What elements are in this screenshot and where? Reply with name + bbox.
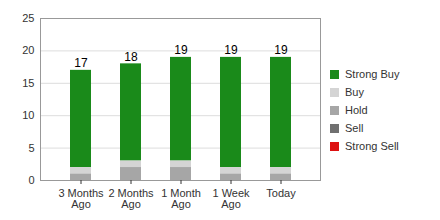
svg-text:17: 17 <box>74 56 88 70</box>
html-text:Strong Sell: Strong Sell <box>345 140 399 152</box>
svg-text:2 MonthsAgo: 2 MonthsAgo <box>108 187 154 210</box>
svg-text:18: 18 <box>124 50 138 64</box>
svg-text:1 WeekAgo: 1 WeekAgo <box>212 187 250 210</box>
html-text:Strong Buy: Strong Buy <box>345 68 400 80</box>
svg-text:10: 10 <box>22 109 34 121</box>
svg-text:19: 19 <box>174 43 188 57</box>
svg-text:15: 15 <box>22 77 34 89</box>
html-text:Sell: Sell <box>345 122 364 134</box>
svg-text:3 MonthsAgo: 3 MonthsAgo <box>58 187 104 210</box>
svg-text:5: 5 <box>28 142 34 154</box>
svg-text:1 MonthAgo: 1 MonthAgo <box>161 187 201 210</box>
svg-text:19: 19 <box>224 43 238 57</box>
svg-text:Today: Today <box>266 187 296 199</box>
svg-text:19: 19 <box>274 43 288 57</box>
html-text:Hold: Hold <box>345 104 368 116</box>
svg-text:25: 25 <box>22 12 34 24</box>
html-text:Buy: Buy <box>345 86 364 98</box>
svg-text:20: 20 <box>22 44 34 56</box>
svg-text:0: 0 <box>28 174 34 186</box>
